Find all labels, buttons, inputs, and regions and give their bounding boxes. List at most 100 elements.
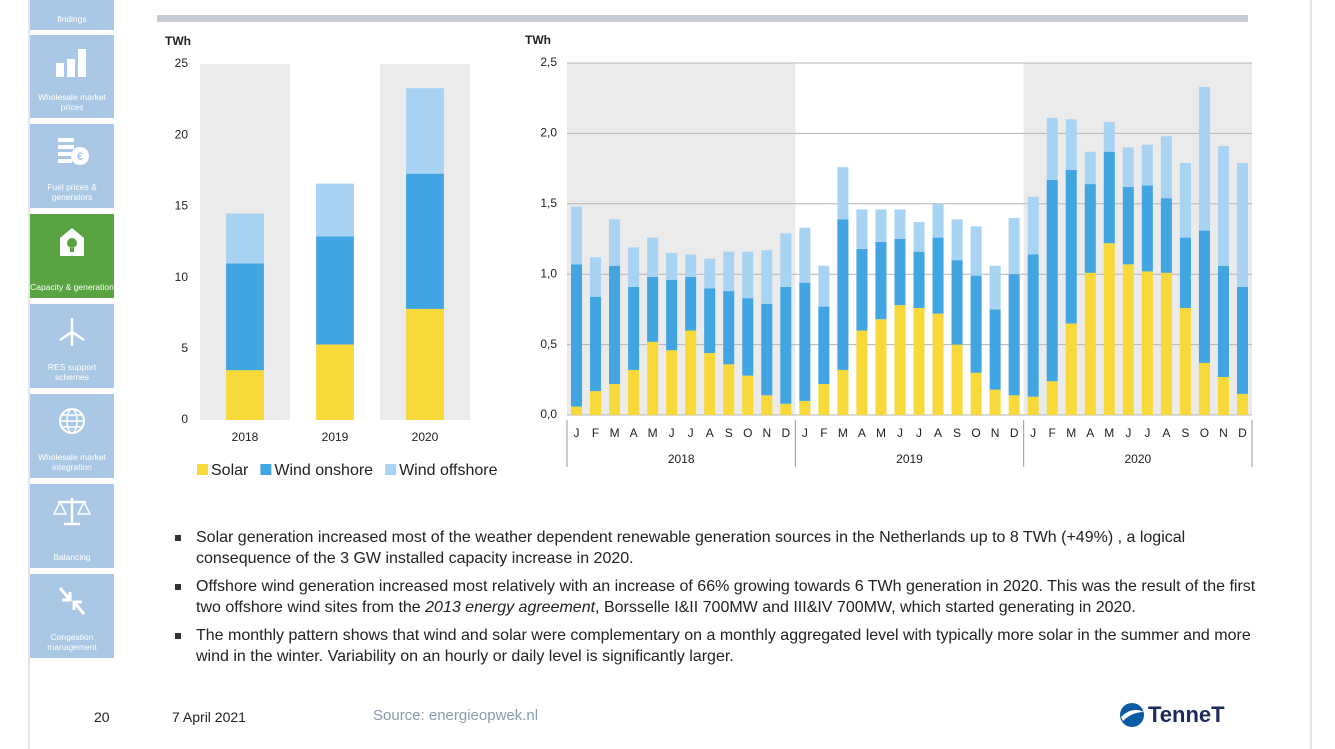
x-tick-label: F bbox=[592, 426, 599, 440]
bar-segment bbox=[570, 264, 583, 407]
nav-icon: € bbox=[58, 138, 89, 165]
x-tick-label: S bbox=[725, 426, 733, 440]
bar-segment bbox=[894, 305, 906, 415]
bar-segment bbox=[818, 384, 830, 415]
nav-item[interactable]: Wholesale market prices bbox=[30, 35, 114, 118]
x-tick-label: J bbox=[1125, 426, 1131, 440]
x-tick-label: D bbox=[1238, 426, 1247, 440]
bar-segment bbox=[894, 209, 906, 239]
bar-segment bbox=[590, 296, 602, 392]
x-tick-label: F bbox=[1049, 426, 1056, 440]
nav-icon bbox=[59, 318, 85, 346]
bullet: Offshore wind generation increased most … bbox=[175, 576, 1260, 618]
bar-segment bbox=[1198, 86, 1210, 231]
x-tick-label: 2018 bbox=[232, 430, 259, 444]
nav-item[interactable]: Capacity & generation bbox=[30, 214, 114, 298]
bar-segment bbox=[1084, 151, 1096, 185]
bar-segment bbox=[647, 237, 659, 278]
bar-segment bbox=[406, 88, 444, 174]
nav-item[interactable]: findings bbox=[30, 0, 114, 30]
bar-segment bbox=[1065, 170, 1077, 324]
x-tick-label: J bbox=[1030, 426, 1036, 440]
legend-label: Wind onshore bbox=[274, 462, 373, 479]
logo-text: TenneT bbox=[1148, 702, 1225, 727]
bar-segment bbox=[590, 391, 602, 415]
nav-label: Wholesale market prices bbox=[37, 92, 107, 112]
nav-label: findings bbox=[57, 14, 87, 24]
nav-item[interactable]: Wholesale market integration bbox=[30, 394, 114, 478]
bar-segment bbox=[932, 237, 944, 314]
bar-segment bbox=[780, 233, 792, 287]
bar-segment bbox=[818, 265, 830, 307]
bar-segment bbox=[1141, 185, 1153, 272]
x-tick-label: 2020 bbox=[412, 430, 439, 444]
bar-segment bbox=[1141, 271, 1153, 415]
bullet-list: Solar generation increased most of the w… bbox=[175, 527, 1260, 674]
x-tick-label: A bbox=[706, 426, 714, 440]
x-tick-label: J bbox=[1144, 426, 1150, 440]
bar-segment bbox=[837, 167, 849, 220]
svg-text:€: € bbox=[77, 151, 83, 163]
nav-item[interactable]: Balancing bbox=[30, 484, 114, 568]
nav-icon bbox=[56, 49, 86, 77]
bar-segment bbox=[799, 400, 811, 415]
y-tick-label: 1,5 bbox=[540, 196, 557, 210]
y-axis-unit: TWh bbox=[165, 34, 191, 48]
bar-segment bbox=[316, 344, 354, 420]
bar-segment bbox=[799, 227, 811, 283]
bar-segment bbox=[970, 226, 982, 276]
bar-segment bbox=[970, 372, 982, 415]
nav-label: Fuel prices & generators bbox=[47, 182, 97, 202]
bar-segment bbox=[837, 219, 849, 370]
nav-item[interactable]: RES support schemes bbox=[30, 304, 114, 388]
x-tick-label: O bbox=[743, 426, 752, 440]
x-tick-label: A bbox=[1086, 426, 1094, 440]
x-tick-label: J bbox=[897, 426, 903, 440]
bar-segment bbox=[913, 307, 925, 415]
bar-segment bbox=[799, 282, 811, 401]
bar-segment bbox=[989, 389, 1001, 415]
nav-icon bbox=[52, 498, 92, 526]
x-tick-label: D bbox=[1010, 426, 1019, 440]
text: Offshore wind generation increased most … bbox=[196, 578, 1256, 616]
logo: TenneT bbox=[1120, 702, 1225, 727]
bar-segment bbox=[761, 303, 773, 396]
bar-segment bbox=[742, 251, 754, 299]
bar-segment bbox=[609, 219, 621, 266]
bar-segment bbox=[1122, 264, 1134, 415]
y-tick-label: 10 bbox=[175, 270, 189, 284]
bar-segment bbox=[666, 253, 678, 280]
bar-segment bbox=[226, 370, 264, 420]
y-tick-label: 1,0 bbox=[540, 266, 557, 280]
bar-segment bbox=[1046, 381, 1058, 415]
x-tick-label: S bbox=[1181, 426, 1189, 440]
x-tick-label: D bbox=[781, 426, 790, 440]
bar-segment bbox=[913, 251, 925, 308]
bar-segment bbox=[875, 319, 887, 415]
y-tick-label: 0,5 bbox=[540, 337, 557, 351]
bar-segment bbox=[1008, 217, 1020, 275]
bar-segment bbox=[1084, 272, 1096, 415]
bar-segment bbox=[761, 250, 773, 304]
bar-segment bbox=[316, 236, 354, 345]
band-shade bbox=[567, 63, 796, 415]
bar-segment bbox=[894, 239, 906, 306]
y-axis-unit: TWh bbox=[525, 33, 551, 47]
x-tick-label: A bbox=[1162, 426, 1170, 440]
nav-icon bbox=[60, 228, 84, 256]
nav-label: Capacity & generation bbox=[30, 282, 114, 292]
bar-segment bbox=[837, 369, 849, 415]
bar-segment bbox=[761, 395, 773, 415]
bar-segment bbox=[932, 203, 944, 238]
nav-item[interactable]: € Fuel prices & generators bbox=[30, 124, 114, 208]
nav-icon bbox=[58, 587, 86, 615]
bar-segment bbox=[1160, 272, 1172, 415]
x-tick-label: N bbox=[991, 426, 1000, 440]
bar-segment bbox=[723, 251, 735, 292]
bar-segment bbox=[647, 341, 659, 415]
bar-segment bbox=[1122, 147, 1134, 187]
nav-item[interactable]: Congestion management bbox=[30, 574, 114, 658]
bar-segment bbox=[685, 254, 697, 278]
x-tick-label: F bbox=[820, 426, 827, 440]
bar-segment bbox=[704, 353, 716, 415]
